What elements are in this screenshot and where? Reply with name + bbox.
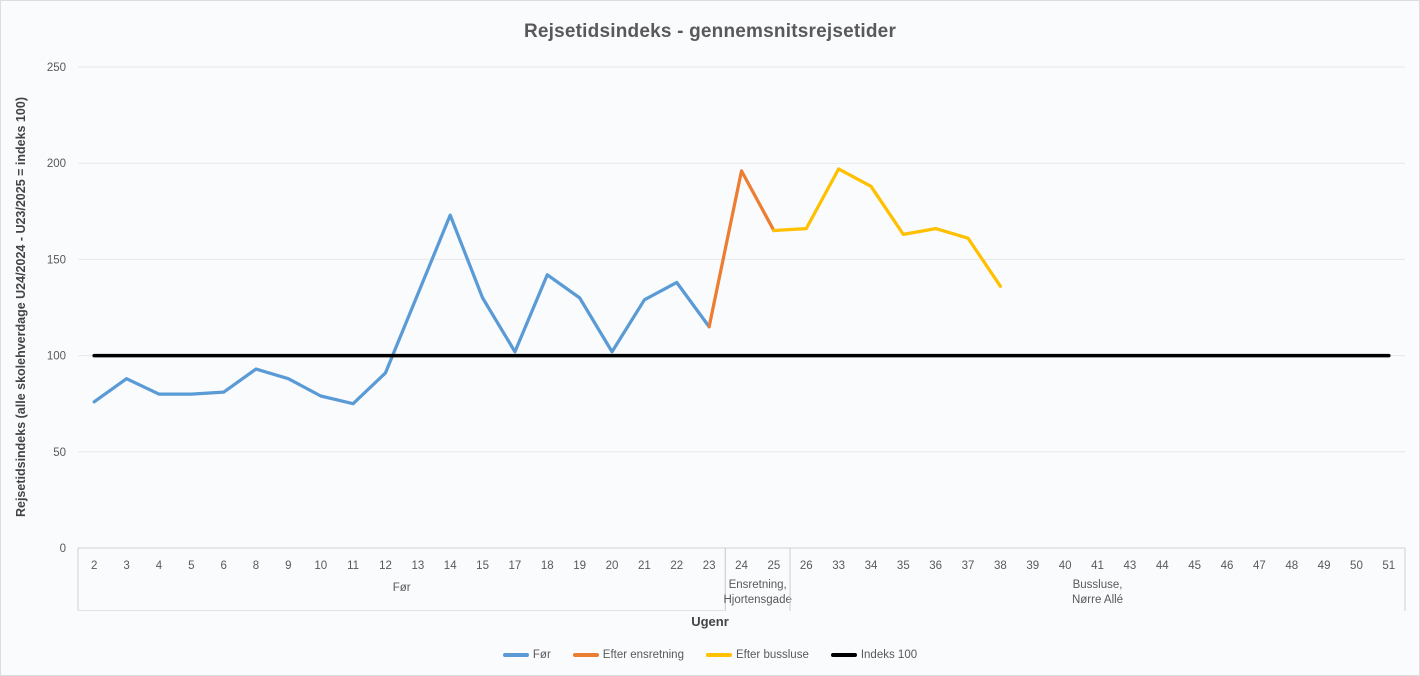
legend-label: Før: [532, 649, 551, 661]
legend: Før Efter ensretning Efter bussluse Indeks …: [1, 649, 1419, 661]
x-tick-label: 12: [379, 560, 392, 572]
x-tick-label: 24: [735, 560, 748, 572]
legend-item: Indeks 100: [830, 649, 918, 661]
x-tick-label: 51: [1382, 560, 1395, 572]
y-tick-label: 50: [53, 447, 66, 459]
legend-label: Efter bussluse: [735, 649, 809, 661]
legend-item: Før: [502, 649, 551, 661]
x-axis-title: Ugenr: [691, 614, 729, 629]
x-tick-label: 11: [347, 560, 359, 572]
x-tick-label: 9: [285, 560, 291, 572]
x-tick-label: 36: [929, 560, 942, 572]
x-tick-label: 5: [188, 560, 194, 572]
group-label: Bussluse,: [1073, 579, 1123, 591]
y-tick-label: 200: [47, 158, 66, 170]
x-tick-label: 41: [1091, 560, 1104, 572]
x-tick-label: 49: [1318, 560, 1331, 572]
y-tick-label: 250: [47, 62, 66, 74]
legend-swatch: [830, 653, 857, 657]
x-tick-label: 40: [1059, 560, 1072, 572]
x-tick-label: 8: [253, 560, 259, 572]
series-line-0-f-r: [92, 213, 711, 406]
x-tick-label: 14: [444, 560, 457, 572]
x-tick-label: 47: [1253, 560, 1266, 572]
x-tick-label: 17: [509, 560, 522, 572]
legend-swatch: [705, 653, 732, 657]
x-tick-label: 50: [1350, 560, 1363, 572]
chart-title: Rejsetidsindeks - gennemsnitsrejsetider: [523, 21, 897, 42]
x-tick-label: 43: [1123, 560, 1136, 572]
x-tick-label: 37: [962, 560, 975, 572]
legend-label: Indeks 100: [860, 649, 918, 661]
x-tick-label: 48: [1285, 560, 1298, 572]
x-tick-label: 21: [638, 560, 651, 572]
group-label: Hjortensgade: [723, 594, 791, 606]
x-tick-label: 3: [123, 560, 129, 572]
x-tick-label: 45: [1188, 560, 1201, 572]
y-tick-label: 0: [60, 543, 66, 555]
x-tick-label: 26: [800, 560, 813, 572]
series-line-1-efter-ensretning: [707, 169, 776, 329]
x-tick-label: 46: [1221, 560, 1234, 572]
x-tick-label: 4: [156, 560, 163, 572]
x-tick-label: 38: [994, 560, 1007, 572]
x-tick-label: 25: [767, 560, 780, 572]
x-tick-label: 22: [670, 560, 683, 572]
x-tick-label: 35: [897, 560, 910, 572]
legend-item: Efter ensretning: [572, 649, 684, 661]
x-tick-label: 34: [865, 560, 878, 572]
legend-swatch: [572, 653, 599, 657]
x-tick-label: 18: [541, 560, 554, 572]
group-label: Ensretning,: [729, 579, 787, 591]
y-tick-label: 100: [47, 351, 66, 363]
legend-label: Efter ensretning: [602, 649, 684, 661]
x-tick-label: 19: [573, 560, 586, 572]
x-tick-label: 23: [703, 560, 716, 572]
x-tick-label: 33: [832, 560, 845, 572]
x-tick-label: 13: [411, 560, 424, 572]
x-tick-label: 15: [476, 560, 489, 572]
legend-swatch: [502, 653, 529, 657]
legend-item: Efter bussluse: [705, 649, 809, 661]
x-tick-label: 6: [220, 560, 226, 572]
x-tick-label: 44: [1156, 560, 1169, 572]
series-line-2-efter-bussluse: [772, 167, 1003, 288]
y-tick-label: 150: [47, 254, 66, 266]
x-tick-label: 39: [1026, 560, 1039, 572]
x-tick-label: 20: [606, 560, 619, 572]
group-label: Nørre Allé: [1072, 594, 1123, 606]
x-tick-label: 2: [91, 560, 97, 572]
x-tick-label: 10: [314, 560, 327, 572]
group-label: Før: [393, 582, 411, 594]
